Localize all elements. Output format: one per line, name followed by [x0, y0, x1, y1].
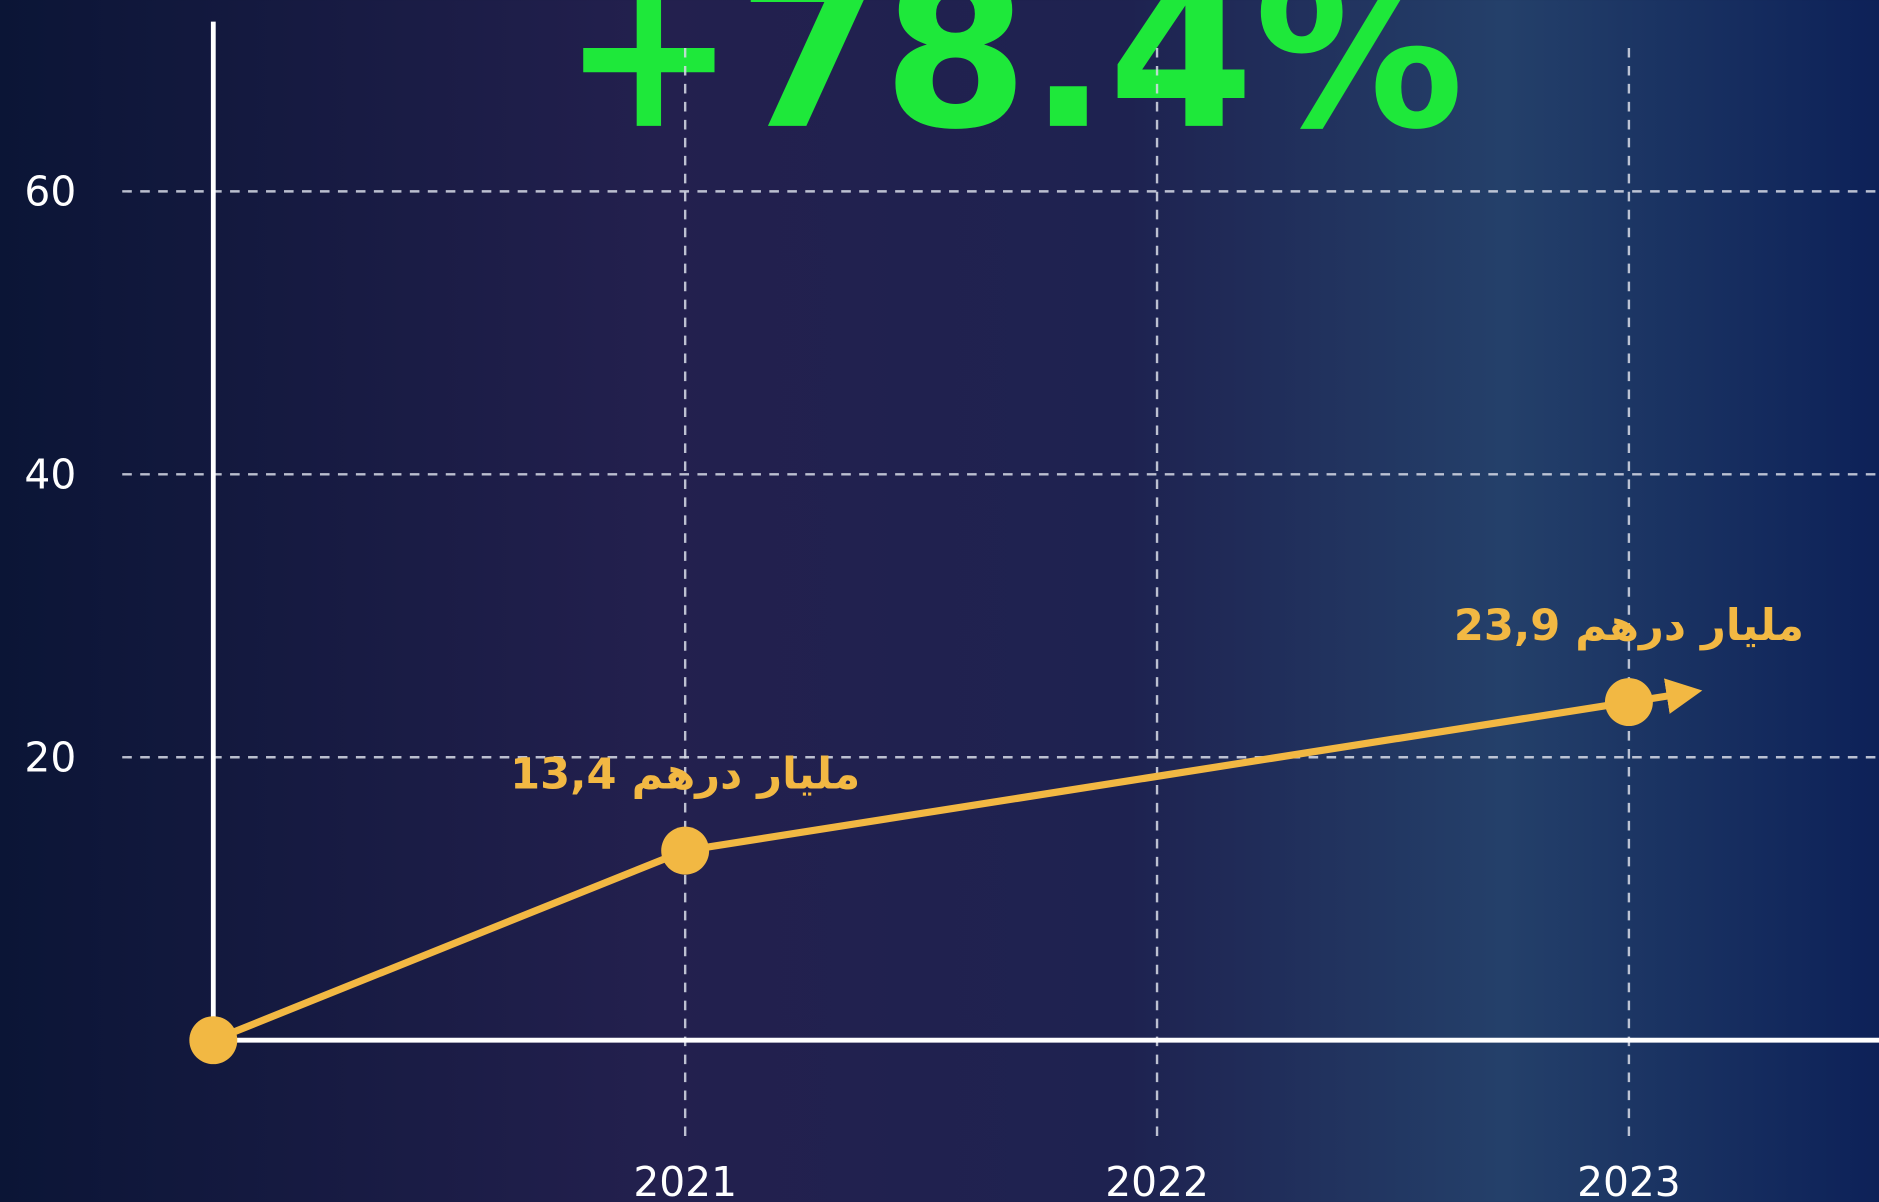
point	[661, 826, 710, 875]
value-label: 13,4 مليار درهم	[510, 749, 860, 799]
x-tick-label: 2021	[633, 1158, 737, 1202]
point	[189, 1016, 238, 1065]
y-tick-label: 40	[24, 451, 76, 499]
point	[1604, 678, 1653, 727]
y-tick-label: 60	[24, 168, 76, 216]
y-tick-label: 20	[24, 734, 76, 782]
value-label: 23,9 مليار درهم	[1454, 601, 1804, 651]
chart-title: +78.4%	[561, 0, 1464, 176]
x-tick-label: 2022	[1105, 1158, 1209, 1202]
plot-area: 20 40 60 2021 2022 2023 13,4 مليار درهم 23,9 مل…	[24, 21, 1879, 1202]
x-tick-label: 2023	[1577, 1158, 1681, 1202]
